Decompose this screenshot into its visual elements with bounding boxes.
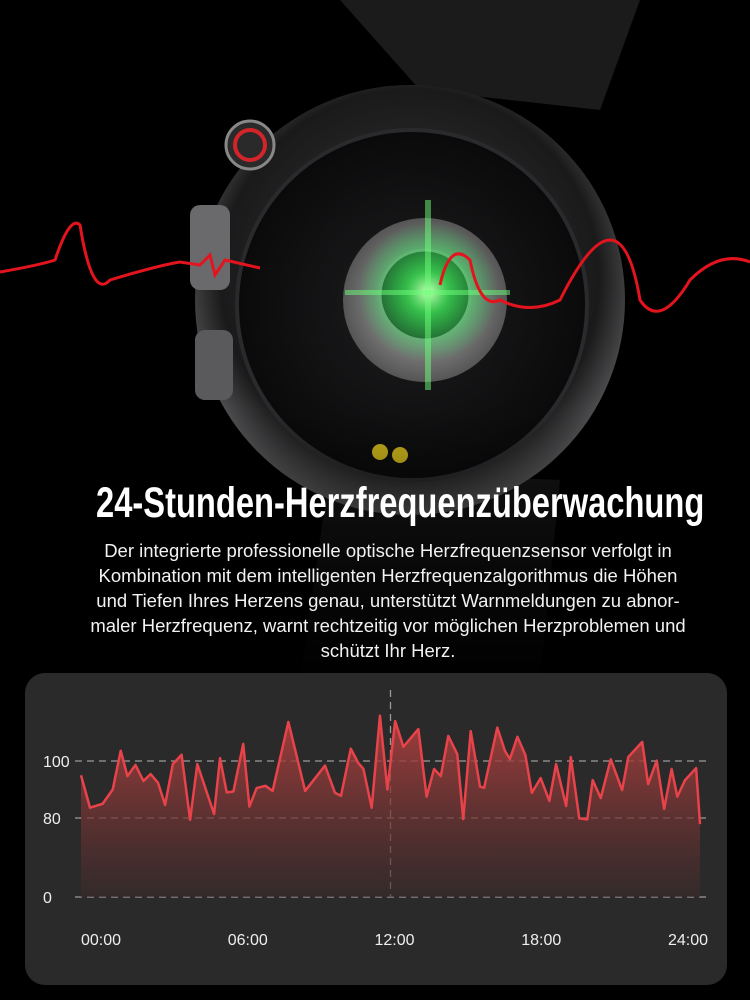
- x-tick-label: 12:00: [374, 932, 414, 949]
- heart-rate-line: [79, 714, 702, 825]
- heart-rate-area: [81, 715, 700, 897]
- y-tick-label: 0: [43, 890, 52, 907]
- description: Der integrierte professionelle optische …: [0, 538, 750, 663]
- description-line: schützt Ihr Herz.: [320, 640, 456, 661]
- headline-text: 24-Stunden-Herzfrequenzüberwachung: [96, 479, 705, 527]
- heart-rate-chart-card: 0 80 100 00:00 06:00 12:00 18:00 24:00: [25, 673, 727, 985]
- x-tick-label: 24:00: [668, 932, 708, 949]
- y-tick-label: 100: [43, 754, 70, 771]
- x-tick-label: 00:00: [81, 932, 121, 949]
- x-tick-label: 18:00: [521, 932, 561, 949]
- description-line: und Tiefen Ihres Herzens genau, unterstü…: [96, 590, 680, 611]
- page-title: 24-Stunden-Herzfrequenzüberwachung: [0, 478, 750, 528]
- smartwatch-product-image: [0, 0, 750, 680]
- heart-rate-chart: 0 80 100 00:00 06:00 12:00 18:00 24:00: [43, 690, 708, 949]
- x-tick-label: 06:00: [228, 932, 268, 949]
- y-tick-label: 80: [43, 811, 61, 828]
- description-line: Der integrierte professionelle optische …: [104, 540, 672, 561]
- description-line: Kombination mit dem intelligenten Herzfr…: [98, 565, 678, 586]
- description-line: maler Herzfrequenz, warnt rechtzeitig vo…: [90, 615, 686, 636]
